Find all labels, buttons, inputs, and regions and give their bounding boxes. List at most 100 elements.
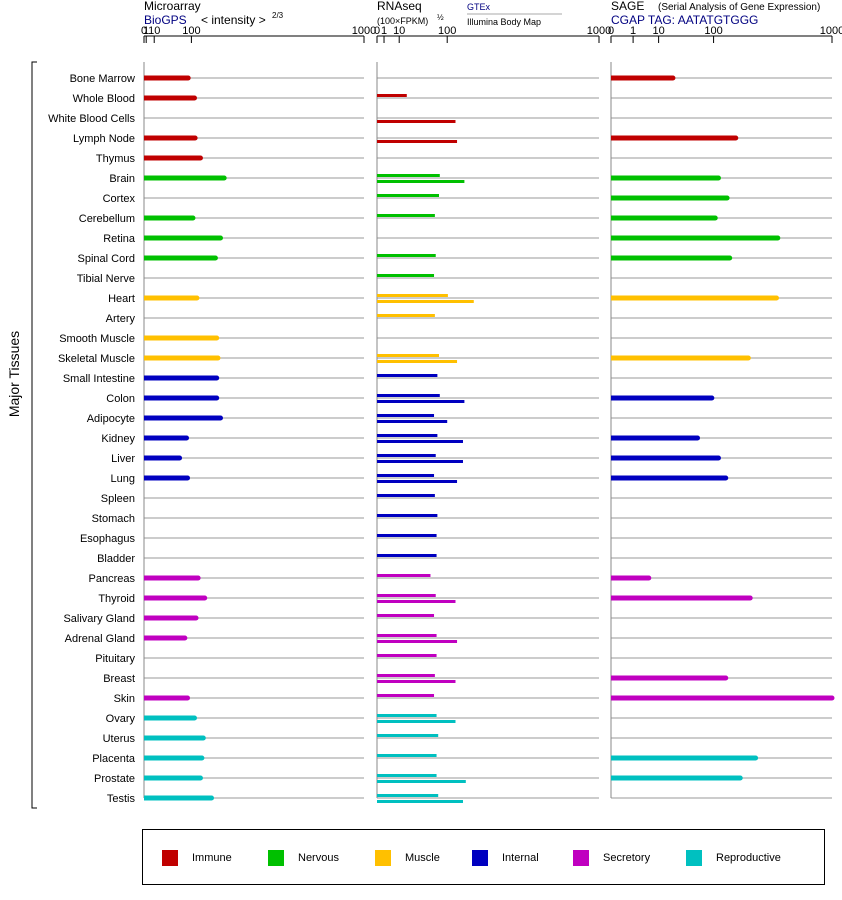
sage-bar-cap xyxy=(753,755,759,761)
category-label: Heart xyxy=(108,293,135,305)
rnaseq-bar xyxy=(377,480,458,483)
y-axis-bracket xyxy=(31,61,37,809)
sage-bar xyxy=(611,475,726,481)
category-label: Thymus xyxy=(96,153,136,165)
y-axis-label: Major Tissues xyxy=(6,331,22,417)
sage-bar-cap xyxy=(646,575,652,581)
microarray-bar-cap xyxy=(214,375,220,381)
rnaseq-bar xyxy=(377,174,440,177)
legend-item-nervous: Nervous xyxy=(268,850,339,866)
sage-bar xyxy=(611,695,832,701)
category-label: Skin xyxy=(114,693,135,705)
microarray-bar-cap xyxy=(185,695,191,701)
microarray-tick-label: 10 xyxy=(148,25,160,37)
sage-bar xyxy=(611,235,778,241)
microarray-bar xyxy=(144,715,195,721)
microarray-tick-label: 1 xyxy=(143,25,149,37)
microarray-bar-cap xyxy=(200,735,206,741)
sage-bar-cap xyxy=(715,455,721,461)
legend-item-internal: Internal xyxy=(472,850,539,866)
rnaseq-bar xyxy=(377,254,436,257)
microarray-bar-cap xyxy=(199,755,205,761)
category-label: Kidney xyxy=(101,433,135,445)
legend-swatch xyxy=(268,850,284,866)
sage-bar xyxy=(611,255,730,261)
microarray-bar-cap xyxy=(184,435,190,441)
rnaseq-bar xyxy=(377,600,456,603)
sage-bar-cap xyxy=(695,435,701,441)
category-label: Stomach xyxy=(92,513,135,525)
rnaseq-tick-label: 100 xyxy=(438,25,456,37)
rnaseq-bar xyxy=(377,654,437,657)
sage-bar-cap xyxy=(715,175,721,181)
microarray-bar xyxy=(144,235,221,241)
category-label: Esophagus xyxy=(80,533,136,545)
legend-swatch xyxy=(375,850,391,866)
rnaseq-bar xyxy=(377,460,463,463)
microarray-bar-cap xyxy=(214,335,220,341)
microarray-bar xyxy=(144,775,201,781)
sage-bar xyxy=(611,595,751,601)
microarray-bar xyxy=(144,75,189,81)
microarray-bar-cap xyxy=(217,235,223,241)
legend-label: Secretory xyxy=(603,852,651,864)
sage-bar xyxy=(611,215,716,221)
microarray-bar-cap xyxy=(197,775,203,781)
category-label: Retina xyxy=(103,233,136,245)
rnaseq-bar xyxy=(377,300,474,303)
rnaseq-bar xyxy=(377,274,435,277)
sage-bar-cap xyxy=(733,135,739,141)
microarray-bar xyxy=(144,755,202,761)
microarray-tick-label: 0 xyxy=(141,25,147,37)
sage-bar-cap xyxy=(775,235,781,241)
rnaseq-bar xyxy=(377,360,458,363)
sage-tick-label: 100 xyxy=(704,25,722,37)
category-label: Small Intestine xyxy=(63,373,135,385)
rnaseq-bar xyxy=(377,694,435,697)
sage-bar xyxy=(611,455,719,461)
sage-bar-cap xyxy=(737,775,743,781)
sage-bar-cap xyxy=(829,695,835,701)
microarray-bar xyxy=(144,395,217,401)
microarray-bar xyxy=(144,355,218,361)
legend-item-reproductive: Reproductive xyxy=(686,850,781,866)
rnaseq-bar xyxy=(377,214,435,217)
rnaseq-bar xyxy=(377,534,437,537)
gtex-source-link: GTEx xyxy=(467,2,491,12)
rnaseq-bar xyxy=(377,454,436,457)
rnaseq-bar xyxy=(377,194,440,197)
rnaseq-tick-label: 1000 xyxy=(587,25,611,37)
microarray-bar-cap xyxy=(214,395,220,401)
category-label: Pituitary xyxy=(95,653,135,665)
sage-title: SAGE xyxy=(611,0,644,13)
rnaseq-bar xyxy=(377,680,456,683)
microarray-bar xyxy=(144,435,187,441)
sage-bar xyxy=(611,675,726,681)
rnaseq-bar xyxy=(377,674,435,677)
microarray-bar xyxy=(144,415,221,421)
legend-swatch xyxy=(573,850,589,866)
rnaseq-bar xyxy=(377,434,438,437)
microarray-bar-cap xyxy=(194,295,200,301)
illumina-source-label: Illumina Body Map xyxy=(467,17,541,27)
microarray-subtitle-exponent: 2/3 xyxy=(272,11,284,20)
rnaseq-title: RNAseq xyxy=(377,0,422,13)
sage-bar-cap xyxy=(723,475,729,481)
sage-bar-cap xyxy=(712,215,718,221)
cgap-tag-link: CGAP TAG: AATATGTGGG xyxy=(611,13,758,27)
legend-item-secretory: Secretory xyxy=(573,850,650,866)
rnaseq-bar xyxy=(377,94,407,97)
sage-tick-label: 1000 xyxy=(820,25,842,37)
microarray-bar-cap xyxy=(195,575,201,581)
sage-bar xyxy=(611,135,736,141)
rnaseq-tick-label: 1 xyxy=(381,25,387,37)
sage-bar-cap xyxy=(745,355,751,361)
sage-bar-cap xyxy=(709,395,715,401)
rnaseq-bar xyxy=(377,634,437,637)
rnaseq-bar xyxy=(377,494,435,497)
microarray-bar xyxy=(144,695,188,701)
microarray-bar-cap xyxy=(190,215,196,221)
category-label: Skeletal Muscle xyxy=(58,353,135,365)
category-label: Uterus xyxy=(103,733,136,745)
microarray-bar-cap xyxy=(192,715,198,721)
